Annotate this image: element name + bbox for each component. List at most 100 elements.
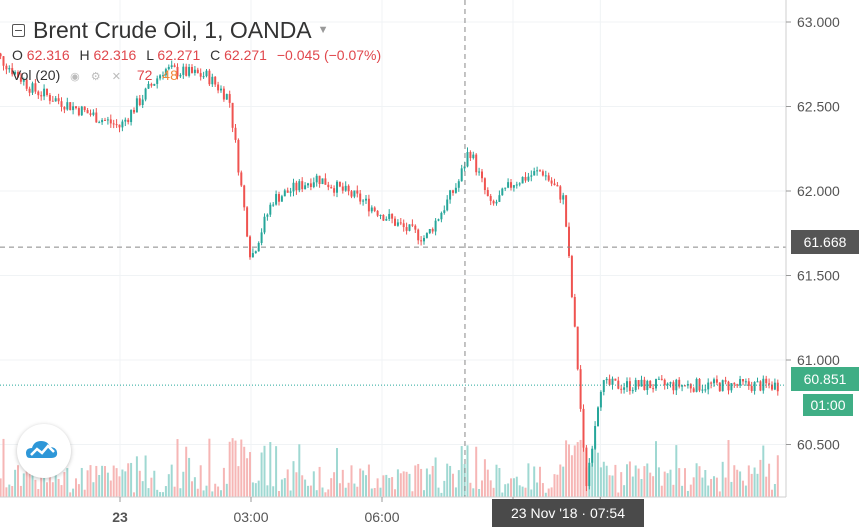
candle-body [19, 77, 22, 82]
volume-bar [460, 446, 463, 497]
candle-body [373, 207, 376, 211]
volume-bar [167, 474, 170, 497]
candle-body [118, 124, 121, 128]
candle-body [379, 214, 382, 216]
cloud-chart-icon [26, 441, 58, 458]
candle-body [382, 214, 385, 221]
volume-bar [54, 463, 57, 497]
candle-body [402, 223, 405, 228]
volume-bar [736, 469, 739, 497]
volume-bar [220, 490, 222, 497]
volume-bar [730, 481, 733, 497]
candle-body [188, 67, 191, 76]
close-value: 62.271 [224, 47, 267, 63]
candle-body [283, 190, 286, 197]
collapse-icon[interactable] [12, 23, 25, 37]
volume-bar [544, 492, 547, 497]
volume-bar [156, 489, 159, 497]
volume-value-2: 48 [162, 67, 178, 83]
candle-body [220, 88, 222, 91]
volume-bar [640, 479, 643, 497]
price-tick-label: 63.000 [797, 14, 840, 30]
volume-label: Vol (20) [12, 67, 61, 83]
candle-body [428, 228, 431, 234]
volume-bar [95, 465, 98, 497]
candle-body [34, 83, 37, 92]
volume-value-1: 72 [136, 67, 153, 83]
candle-body [176, 66, 179, 77]
legend: Brent Crude Oil, 1, OANDA ▼ O 62.316 H 6… [12, 14, 387, 83]
candle-body [724, 380, 727, 382]
volume-bar [370, 488, 373, 497]
indicator-controls-icon[interactable]: ◉ ⚙ ✕ [70, 71, 125, 83]
volume-bar [446, 463, 449, 497]
volume-bar [562, 466, 565, 497]
candle-body [54, 98, 57, 102]
volume-bar [5, 487, 8, 497]
volume-bar [417, 463, 420, 497]
candle-body [744, 381, 747, 383]
volume-bar [121, 469, 124, 497]
candle-body [518, 183, 521, 185]
volume-bar [614, 464, 617, 497]
volume-bar [559, 464, 562, 497]
candle-body [0, 53, 2, 57]
open-value: 62.316 [26, 47, 70, 63]
candle-body [89, 113, 92, 115]
candle-body [434, 220, 437, 232]
volume-bar [80, 467, 83, 497]
candle-body [109, 119, 112, 124]
candle-body [138, 98, 141, 105]
candle-body [582, 408, 585, 448]
volume-bar [338, 483, 341, 497]
volume-bar [605, 465, 608, 497]
volume-bar [164, 486, 167, 497]
candle-body [608, 378, 611, 385]
candle-body [510, 182, 512, 188]
price-axis[interactable]: 63.000 62.500 62.000 61.500 61.000 60.500 [786, 14, 840, 453]
volume-bar [176, 439, 179, 497]
chevron-down-icon[interactable]: ▼ [317, 24, 329, 36]
candles [0, 52, 779, 492]
candle-body [776, 382, 779, 392]
symbol-title[interactable]: Brent Crude Oil, 1, OANDA [33, 16, 312, 43]
high-label: H [79, 47, 90, 63]
volume-bar [672, 484, 675, 497]
candle-body [678, 379, 681, 387]
tradingview-logo[interactable] [17, 424, 71, 478]
candle-body [579, 369, 582, 409]
volume-bar [396, 469, 399, 497]
volume-bar [495, 464, 498, 497]
candle-body [454, 187, 457, 193]
volume-bar [739, 471, 742, 497]
volume-bar [214, 483, 217, 497]
volume-bar [611, 475, 614, 497]
volume-bar [684, 468, 686, 497]
volume-bar [344, 487, 347, 497]
candle-body [11, 68, 14, 75]
volume-bar [34, 479, 37, 497]
volume-bar [234, 440, 237, 497]
volume-bar [443, 480, 446, 497]
candle-body [356, 190, 359, 194]
candle-body [457, 181, 460, 188]
volume-bar [452, 473, 454, 497]
candle-body [25, 79, 28, 89]
candle-body [231, 102, 234, 128]
candle-body [51, 100, 54, 102]
volume-bar [353, 483, 356, 497]
candle-body [327, 184, 330, 188]
candle-body [591, 448, 594, 463]
volume-bar [301, 475, 304, 497]
volume-bar [518, 485, 521, 497]
volume-bar [507, 483, 510, 497]
volume-bar [620, 472, 623, 497]
volume-bar [130, 462, 133, 497]
candle-body [414, 225, 417, 230]
volume-bar [280, 479, 283, 497]
candle-body [121, 121, 124, 128]
candle-body [31, 83, 34, 93]
volume-bar [324, 492, 327, 497]
volume-bar [77, 484, 80, 497]
